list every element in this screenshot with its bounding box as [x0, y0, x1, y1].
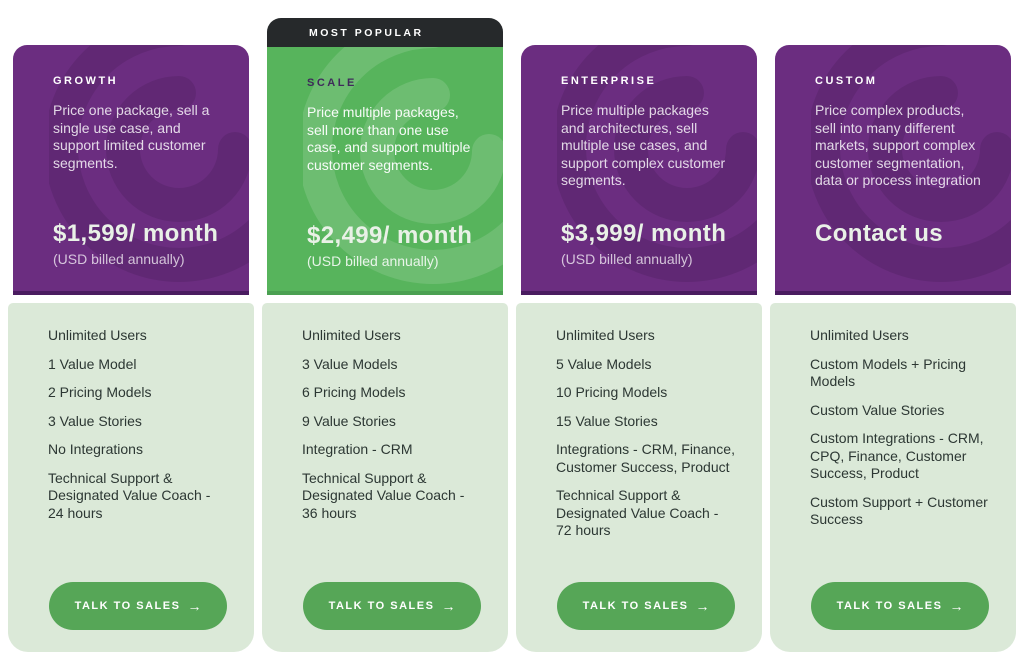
feature-item: Custom Models + Pricing Models [810, 355, 967, 390]
plan-price: $2,499/ month [307, 222, 473, 249]
features-list: Unlimited Users 5 Value Models 10 Pricing … [556, 327, 736, 551]
plan-price-note: (USD billed annually) [561, 251, 693, 267]
cta-label: TALK TO SALES [582, 600, 689, 612]
feature-item: No Integrations [48, 441, 143, 457]
plan-body: Unlimited Users 3 Value Models 6 Pricing M… [262, 303, 508, 652]
feature-item: 10 Pricing Models [556, 384, 668, 400]
cta-label: TALK TO SALES [328, 600, 435, 612]
feature-item: Unlimited Users [48, 327, 147, 343]
feature-item: 3 Value Stories [48, 412, 142, 429]
feature-item: Unlimited Users [556, 327, 655, 343]
talk-to-sales-button[interactable]: TALK TO SALES → [48, 582, 228, 630]
feature-item: 9 Value Stories [302, 412, 396, 429]
plan-price: $3,999/ month [561, 220, 727, 247]
feature-item: 1 Value Model [48, 355, 137, 372]
feature-item: Custom Integrations - CRM, CPQ, Finance,… [810, 430, 984, 481]
feature-item: 6 Pricing Models [302, 384, 406, 400]
feature-item: Technical Support & Designated Value Coa… [556, 487, 719, 538]
plan-description: Price complex products, sell into many d… [815, 102, 981, 188]
plan-card-custom: CUSTOM Price complex products, sell into… [770, 18, 1016, 652]
plan-card-scale: MOST POPULAR SCALE Price multiple packag… [262, 18, 508, 652]
plan-header-panel: CUSTOM Price complex products, sell into… [775, 45, 1011, 295]
cta-label: TALK TO SALES [836, 600, 943, 612]
plan-name: ENTERPRISE [561, 75, 657, 87]
plan-body: Unlimited Users 1 Value Model 2 Pricing Mo… [8, 303, 254, 652]
arrow-right-icon: → [441, 598, 456, 614]
feature-item: Unlimited Users [810, 327, 909, 343]
plan-card-growth: GROWTH Price one package, sell a single … [8, 18, 254, 652]
feature-item: 5 Value Models [556, 355, 652, 372]
arrow-right-icon: → [949, 598, 964, 614]
plan-price-note: (USD billed annually) [307, 253, 439, 269]
arrow-right-icon: → [187, 598, 202, 614]
cta-label: TALK TO SALES [74, 600, 181, 612]
plan-name: GROWTH [53, 75, 119, 87]
feature-item: Unlimited Users [302, 327, 401, 343]
header-spacer [521, 18, 757, 45]
feature-item: Integrations - CRM, Finance, Customer Su… [556, 441, 735, 475]
header-spacer [13, 18, 249, 45]
talk-to-sales-button[interactable]: TALK TO SALES → [556, 582, 736, 630]
header-spacer [775, 18, 1011, 45]
plan-price: $1,599/ month [53, 220, 219, 247]
feature-item: 3 Value Models [302, 355, 398, 372]
plan-price: Contact us [815, 220, 944, 247]
feature-item: Technical Support & Designated Value Coa… [48, 469, 211, 521]
feature-item: 2 Pricing Models [48, 384, 152, 400]
plan-header-growth: GROWTH Price one package, sell a single … [13, 18, 249, 295]
most-popular-badge: MOST POPULAR [267, 18, 503, 47]
plan-description: Price one package, sell a single use cas… [53, 102, 210, 171]
plan-card-enterprise: ENTERPRISE Price multiple packages and a… [516, 18, 762, 652]
feature-item: Custom Support + Customer Success [810, 493, 988, 528]
plan-name: SCALE [307, 77, 357, 89]
features-list: Unlimited Users 3 Value Models 6 Pricing M… [302, 327, 482, 533]
plan-header-scale: MOST POPULAR SCALE Price multiple packag… [267, 18, 503, 295]
feature-item: Technical Support & Designated Value Coa… [302, 469, 465, 521]
features-list: Unlimited Users 1 Value Model 2 Pricing Mo… [48, 327, 228, 533]
arrow-right-icon: → [695, 598, 710, 614]
plan-body: Unlimited Users Custom Models + Pricing M… [770, 303, 1016, 652]
plan-header-panel: SCALE Price multiple packages, sell more… [267, 47, 503, 295]
plan-price-note: (USD billed annually) [53, 251, 185, 267]
plan-header-custom: CUSTOM Price complex products, sell into… [775, 18, 1011, 295]
plan-header-panel: GROWTH Price one package, sell a single … [13, 45, 249, 295]
plan-body: Unlimited Users 5 Value Models 10 Pricing … [516, 303, 762, 652]
features-list: Unlimited Users Custom Models + Pricing M… [810, 327, 990, 540]
feature-item: Custom Value Stories [810, 401, 945, 418]
plan-description: Price multiple packages and architecture… [561, 102, 726, 188]
talk-to-sales-button[interactable]: TALK TO SALES → [810, 582, 990, 630]
talk-to-sales-button[interactable]: TALK TO SALES → [302, 582, 482, 630]
plan-description: Price multiple packages, sell more than … [307, 104, 471, 173]
feature-item: Integration - CRM [302, 441, 413, 457]
plan-name: CUSTOM [815, 75, 878, 87]
plan-header-panel: ENTERPRISE Price multiple packages and a… [521, 45, 757, 295]
feature-item: 15 Value Stories [556, 412, 658, 429]
plan-header-enterprise: ENTERPRISE Price multiple packages and a… [521, 18, 757, 295]
